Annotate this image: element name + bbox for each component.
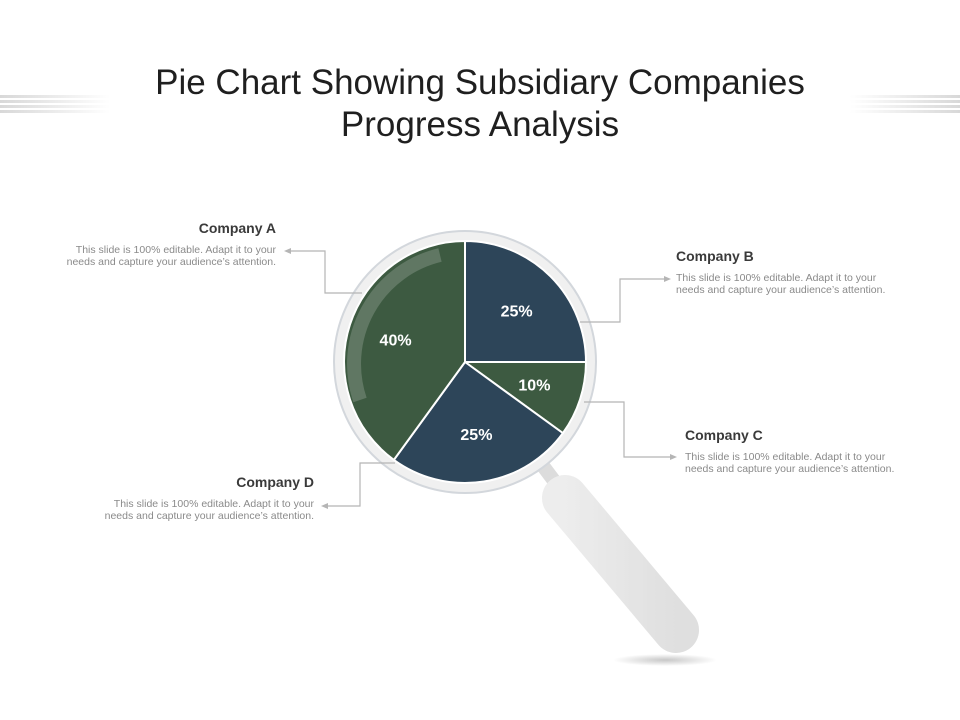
callout-company-d: Company D This slide is 100% editable. A… [104,474,314,522]
connector-arrowheads [284,248,677,509]
magnifier-handle [533,455,699,653]
callout-company-a: Company A This slide is 100% editable. A… [66,220,276,268]
callout-heading: Company B [676,248,754,264]
arrowhead-company-d [321,503,328,509]
slide-title-line-1: Pie Chart Showing Subsidiary Companies [155,63,805,102]
lens-glare [347,248,442,403]
pie-labels: 25% 10% 25% 40% [380,303,551,444]
connector-company-c [584,401,673,458]
pie-slice-company-d [392,360,565,484]
pie-label-company-d: 25% [460,427,492,444]
arrowhead-company-a [284,248,291,254]
magnifier-shadow [613,654,717,666]
arrowhead-company-b [664,276,671,282]
connector-company-d [325,462,395,507]
slide-title: Pie Chart Showing Subsidiary Companies P… [0,62,960,146]
pie-slice-company-a [343,239,466,462]
callout-heading: Company D [236,474,314,490]
pie-label-company-a: 40% [380,332,412,349]
pie-label-company-c: 10% [518,378,550,395]
decorative-lines-right [850,95,960,115]
slide-title-line-2: Progress Analysis [340,105,620,144]
connector-company-b [580,278,667,323]
callout-company-c: Company C This slide is 100% editable. A… [685,427,895,475]
callout-heading: Company C [685,427,763,443]
decorative-lines-left [0,95,110,115]
pie-slice-company-c [461,361,588,435]
callout-company-b: Company B This slide is 100% editable. A… [676,248,886,296]
arrowhead-company-c [670,454,677,460]
callout-body: This slide is 100% editable. Adapt it to… [685,451,895,475]
callout-body: This slide is 100% editable. Adapt it to… [676,272,886,296]
callout-body: This slide is 100% editable. Adapt it to… [104,498,314,522]
pie-slice-company-b [464,239,588,363]
connector-company-a [288,250,362,294]
callout-heading: Company A [198,220,276,236]
pie-label-company-b: 25% [501,303,533,320]
callout-body: This slide is 100% editable. Adapt it to… [66,244,276,268]
connector-lines [288,250,673,507]
pie-slices [343,239,588,484]
